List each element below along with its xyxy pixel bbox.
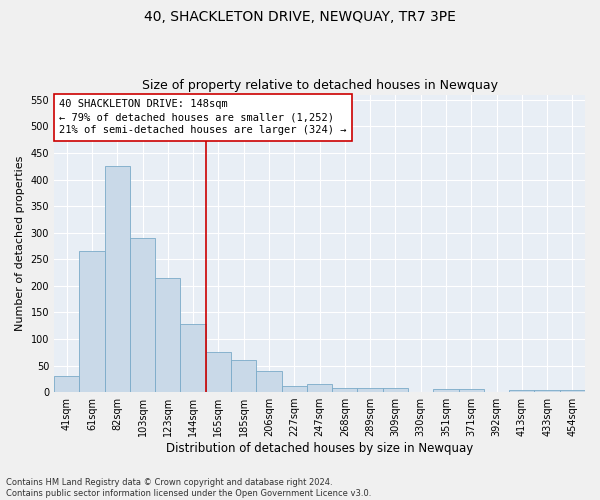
Title: Size of property relative to detached houses in Newquay: Size of property relative to detached ho… [142, 79, 497, 92]
Bar [535, 390, 560, 392]
Bar [458, 390, 484, 392]
Bar [206, 352, 231, 392]
Bar [509, 390, 535, 392]
X-axis label: Distribution of detached houses by size in Newquay: Distribution of detached houses by size … [166, 442, 473, 455]
Bar [307, 384, 332, 392]
Bar [433, 390, 458, 392]
Bar [560, 390, 585, 392]
Bar [332, 388, 358, 392]
Bar [79, 252, 104, 392]
Bar [54, 376, 79, 392]
Bar [104, 166, 130, 392]
Bar [383, 388, 408, 392]
Bar [231, 360, 256, 392]
Bar [256, 371, 281, 392]
Bar [281, 386, 307, 392]
Bar [358, 388, 383, 392]
Bar [155, 278, 181, 392]
Text: 40, SHACKLETON DRIVE, NEWQUAY, TR7 3PE: 40, SHACKLETON DRIVE, NEWQUAY, TR7 3PE [144, 10, 456, 24]
Bar [181, 324, 206, 392]
Text: 40 SHACKLETON DRIVE: 148sqm
← 79% of detached houses are smaller (1,252)
21% of : 40 SHACKLETON DRIVE: 148sqm ← 79% of det… [59, 99, 347, 136]
Text: Contains HM Land Registry data © Crown copyright and database right 2024.
Contai: Contains HM Land Registry data © Crown c… [6, 478, 371, 498]
Bar [130, 238, 155, 392]
Y-axis label: Number of detached properties: Number of detached properties [15, 156, 25, 331]
